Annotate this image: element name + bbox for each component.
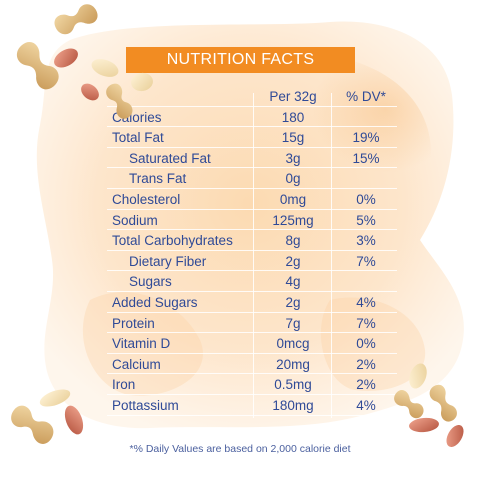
nutrient-amount: 180	[281, 109, 305, 125]
nutrient-amount: 125mg	[272, 212, 314, 228]
column-divider	[331, 93, 332, 418]
nutrient-daily-value: 7%	[356, 315, 376, 331]
nutrient-name: Pottassium	[112, 397, 179, 413]
nutrient-name: Dietary Fiber	[129, 253, 207, 269]
nutrient-amount: 15g	[281, 130, 305, 146]
table-row: Total Fat 15g 19%	[107, 127, 397, 148]
nutrient-daily-value: 19%	[352, 130, 380, 146]
nutrient-name: Saturated Fat	[129, 150, 211, 166]
nutrient-amount: 0mg	[279, 191, 307, 207]
nutrient-name: Trans Fat	[129, 171, 187, 187]
nutrient-name: Calcium	[112, 356, 161, 372]
daily-value-footnote: *% Daily Values are based on 2,000 calor…	[129, 443, 351, 455]
nutrient-amount: 0g	[285, 171, 301, 187]
nutrient-name: Total Carbohydrates	[112, 233, 233, 249]
nutrient-amount: 4g	[285, 274, 301, 290]
nutrient-daily-value: 4%	[356, 294, 376, 310]
table-row: Dietary Fiber 2g 7%	[107, 251, 397, 272]
table-row: Calcium 20mg 2%	[107, 354, 397, 375]
table-row: Saturated Fat 3g 15%	[107, 148, 397, 169]
table-row: Total Carbohydrates 8g 3%	[107, 230, 397, 251]
nutrient-daily-value: 2%	[356, 356, 376, 372]
nutrient-name: Total Fat	[112, 130, 164, 146]
table-row: Sugars 4g	[107, 271, 397, 292]
column-divider	[253, 93, 254, 418]
nutrient-amount: 2g	[285, 294, 301, 310]
nutrient-amount: 180mg	[272, 397, 314, 413]
table-row: Added Sugars 2g 4%	[107, 292, 397, 313]
header-daily-value: % DV*	[346, 89, 386, 104]
nutrient-amount: 20mg	[276, 356, 310, 372]
nutrient-name: Vitamin D	[112, 336, 171, 352]
nutrient-daily-value: 5%	[356, 212, 376, 228]
nutrient-amount: 7g	[285, 315, 301, 331]
table-row: Iron 0.5mg 2%	[107, 374, 397, 395]
nutrient-name: Iron	[112, 377, 136, 393]
nutrient-amount: 8g	[285, 233, 301, 249]
nutrient-name: Sodium	[112, 212, 158, 228]
table-header-row: Per 32g % DV*	[107, 86, 397, 107]
nutrient-name: Calories	[112, 109, 162, 125]
table-row: Pottassium 180mg 4%	[107, 395, 397, 416]
table-row: Sodium 125mg 5%	[107, 210, 397, 231]
nutrient-amount: 2g	[285, 253, 301, 269]
nutrient-amount: 0.5mg	[274, 377, 312, 393]
nutrient-daily-value: 3%	[356, 233, 376, 249]
table-row: Calories 180	[107, 107, 397, 128]
table-row: Vitamin D 0mcg 0%	[107, 333, 397, 354]
nutrient-daily-value: 0%	[356, 191, 376, 207]
nutrient-name: Added Sugars	[112, 294, 198, 310]
nutrient-daily-value: 15%	[352, 150, 380, 166]
table-row: Cholesterol 0mg 0%	[107, 189, 397, 210]
nutrient-name: Sugars	[129, 274, 172, 290]
nutrient-name: Protein	[112, 315, 155, 331]
nutrient-daily-value: 0%	[356, 336, 376, 352]
nutrition-facts-title: NUTRITION FACTS	[126, 47, 355, 73]
nutrient-amount: 0mcg	[276, 336, 310, 352]
nutrient-name: Cholesterol	[112, 191, 181, 207]
nutrient-daily-value: 4%	[356, 397, 376, 413]
nutrient-amount: 3g	[285, 150, 301, 166]
nutrition-table: Per 32g % DV* Calories 180 Total Fat 15g 19%…	[107, 86, 397, 416]
table-row: Protein 7g 7%	[107, 313, 397, 334]
table-row: Trans Fat 0g	[107, 168, 397, 189]
nutrient-daily-value: 7%	[356, 253, 376, 269]
header-per-serving: Per 32g	[269, 89, 317, 104]
nutrient-daily-value: 2%	[356, 377, 376, 393]
table-body: Calories 180 Total Fat 15g 19% Saturated Fat 3…	[107, 107, 397, 416]
